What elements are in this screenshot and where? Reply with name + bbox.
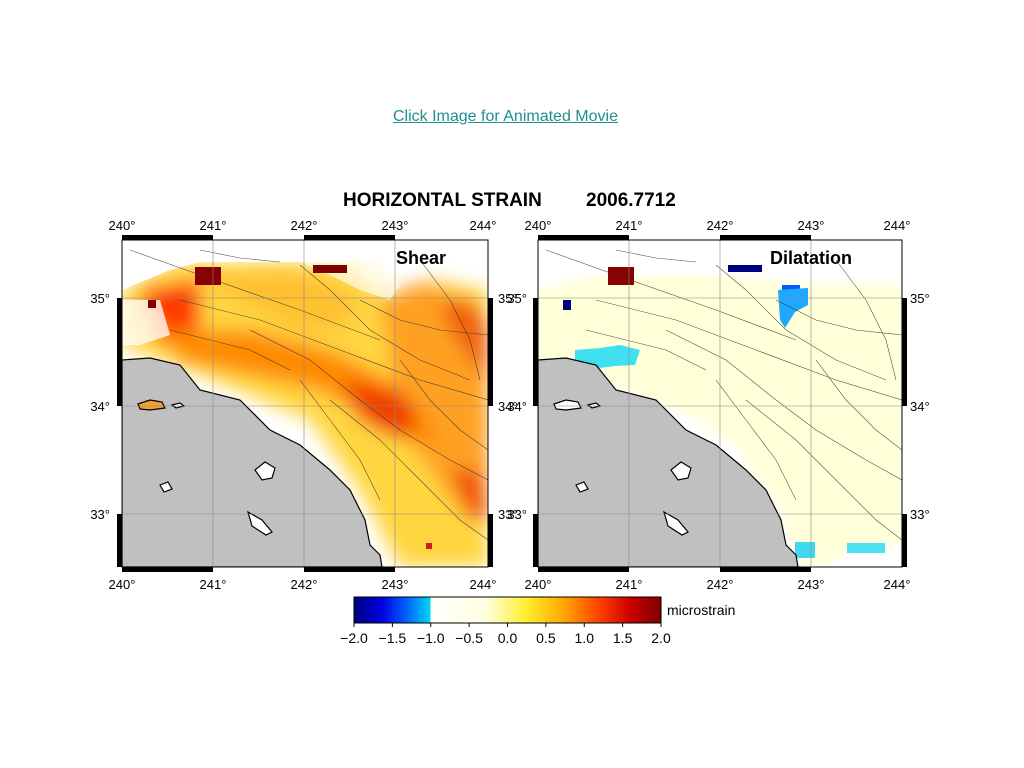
dilatation-xtick-top: 242°: [707, 218, 734, 233]
shear-xtick-bottom: 240°: [109, 577, 136, 592]
colorbar-tick-label: 1.5: [613, 630, 633, 646]
shear-xtick-top: 242°: [291, 218, 318, 233]
dilatation-ytick-right: 34°: [910, 399, 930, 414]
dilatation-ytick-left: 35°: [507, 291, 527, 306]
dilatation-xtick-top: 241°: [616, 218, 643, 233]
colorbar-tick-label: −1.5: [379, 630, 407, 646]
dilatation-xtick-bottom: 242°: [707, 577, 734, 592]
shear-xtick-bottom: 241°: [200, 577, 227, 592]
dilatation-xtick-top: 240°: [525, 218, 552, 233]
shear-panel-label: Shear: [396, 248, 446, 268]
shear-ytick-right: 35°: [498, 291, 518, 306]
shear-xtick-bottom: 242°: [291, 577, 318, 592]
dilatation-ytick-left: 33°: [507, 507, 527, 522]
shear-ocean: [122, 357, 383, 567]
shear-ytick-left: 33°: [90, 507, 110, 522]
dilatation-panel-label: Dilatation: [770, 248, 852, 268]
colorbar-scale: [353, 596, 662, 624]
dilatation-xtick-top: 244°: [884, 218, 911, 233]
dilatation-ytick-left: 34°: [507, 399, 527, 414]
colorbar-tick-label: 0.5: [536, 630, 556, 646]
colorbar-tick-label: 1.0: [575, 630, 595, 646]
colorbar-tick-label: −2.0: [340, 630, 368, 646]
dilatation-panel: Dilatation 240° 241° 242° 243° 244° 240°…: [507, 218, 929, 592]
dilatation-xtick-bottom: 244°: [884, 577, 911, 592]
dilatation-xtick-top: 243°: [798, 218, 825, 233]
figure-title: HORIZONTAL STRAIN: [343, 190, 542, 211]
shear-strain-field: [122, 262, 488, 567]
shear-xtick-top: 243°: [382, 218, 409, 233]
colorbar-tick-label: −1.0: [417, 630, 445, 646]
shear-ytick-left: 34°: [90, 399, 110, 414]
animated-movie-link[interactable]: Click Image for Animated Movie: [393, 108, 618, 125]
shear-xtick-bottom: 243°: [382, 577, 409, 592]
dilatation-ocean: [538, 357, 799, 567]
colorbar: microstrain −2.0 −1.5 −1.0 −0.5 0.0 0.5 1.0 1.5…: [340, 596, 735, 646]
figure-epoch: 2006.7712: [586, 190, 676, 211]
shear-ytick-right: 34°: [498, 399, 518, 414]
shear-ytick-right: 33°: [498, 507, 518, 522]
shear-panel: Shear 240° 241° 242° 243° 244° 240° 241°…: [90, 218, 517, 592]
shear-ytick-left: 35°: [90, 291, 110, 306]
shear-xtick-bottom: 244°: [470, 577, 497, 592]
colorbar-tick-label: −0.5: [455, 630, 483, 646]
colorbar-tick-label: 2.0: [651, 630, 671, 646]
dilatation-xtick-bottom: 240°: [525, 577, 552, 592]
dilatation-ytick-right: 33°: [910, 507, 930, 522]
shear-xtick-top: 240°: [109, 218, 136, 233]
colorbar-unit: microstrain: [667, 602, 735, 618]
dilatation-xtick-bottom: 241°: [616, 577, 643, 592]
dilatation-ytick-right: 35°: [910, 291, 930, 306]
shear-xtick-top: 241°: [200, 218, 227, 233]
shear-xtick-top: 244°: [470, 218, 497, 233]
dilatation-xtick-bottom: 243°: [798, 577, 825, 592]
colorbar-tick-label: 0.0: [498, 630, 518, 646]
